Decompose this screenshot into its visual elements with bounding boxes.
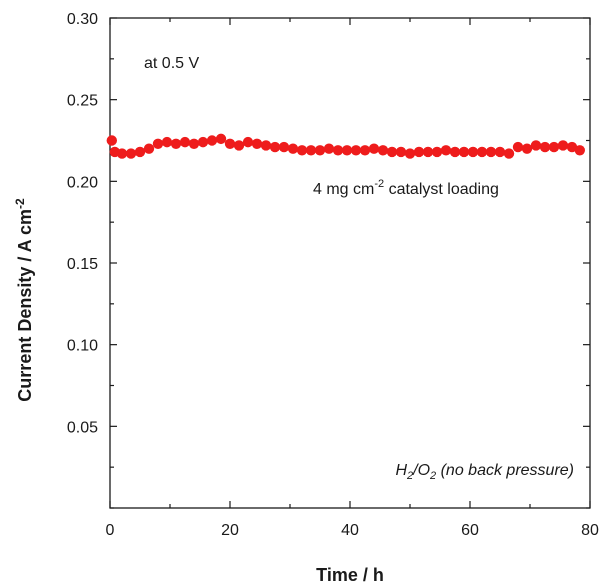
gas-h-subscript: 2	[406, 470, 413, 482]
data-point	[143, 143, 155, 154]
data-point	[512, 141, 524, 153]
y-tick-label: 0.15	[67, 256, 98, 273]
data-point	[134, 146, 146, 158]
gas-condition-suffix: (no back pressure)	[436, 462, 574, 479]
data-point	[350, 145, 362, 156]
loading-annotation-exponent: -2	[374, 178, 384, 190]
data-point	[467, 146, 479, 158]
y-tick-label: 0.20	[67, 174, 98, 191]
data-point	[260, 140, 272, 151]
data-point	[152, 138, 164, 149]
y-tick-label: 0.30	[67, 11, 98, 28]
gas-o-symbol: /O	[412, 462, 430, 479]
data-point	[206, 135, 218, 146]
data-point	[539, 141, 551, 153]
x-axis-title: Time / h	[316, 565, 384, 585]
x-axis-ticks: 0 20 40 60 80	[106, 18, 599, 539]
data-point	[503, 148, 515, 159]
data-point	[377, 145, 389, 156]
data-point	[224, 138, 236, 149]
loading-annotation: 4 mg cm-2 catalyst loading	[313, 178, 499, 198]
data-point	[305, 145, 317, 156]
y-tick-label: 0.10	[67, 338, 98, 355]
data-point	[233, 140, 245, 151]
y-axis-title-exponent: -2	[13, 198, 27, 209]
data-point	[557, 140, 569, 151]
data-point	[431, 146, 443, 158]
data-point	[251, 138, 263, 149]
data-point	[530, 140, 542, 151]
x-tick-label: 20	[221, 522, 239, 539]
y-axis-ticks: 0.05 0.10 0.15 0.20 0.25 0.30	[67, 11, 590, 509]
data-point	[323, 143, 335, 154]
x-tick-label: 40	[341, 522, 359, 539]
loading-annotation-prefix: 4 mg cm	[313, 181, 374, 198]
data-point	[413, 146, 425, 158]
data-point	[476, 146, 488, 158]
gas-h-symbol: H	[395, 462, 407, 479]
x-tick-label: 0	[106, 522, 115, 539]
data-point	[404, 148, 416, 159]
data-point	[242, 136, 254, 148]
data-point	[485, 146, 497, 158]
x-tick-label: 60	[461, 522, 479, 539]
data-point	[215, 133, 227, 145]
data-point	[332, 145, 344, 156]
data-point	[566, 141, 578, 153]
y-tick-label: 0.05	[67, 419, 98, 436]
data-point	[341, 145, 353, 156]
data-point	[395, 146, 407, 158]
data-point	[179, 136, 191, 148]
data-point	[458, 146, 470, 158]
data-point	[170, 138, 182, 149]
data-point	[161, 136, 173, 148]
data-point	[314, 145, 326, 156]
y-axis-title-main: Current Density / A cm	[15, 209, 35, 402]
data-point	[269, 141, 281, 153]
data-point	[116, 148, 128, 159]
y-axis-title: Current Density / A cm-2	[13, 198, 35, 402]
data-point	[521, 143, 533, 154]
data-point	[287, 143, 299, 154]
data-point	[296, 145, 308, 156]
data-point	[449, 146, 461, 158]
plot-border	[109, 17, 591, 509]
data-point	[359, 145, 371, 156]
data-point	[422, 146, 434, 158]
data-point	[368, 143, 380, 154]
data-point	[386, 146, 398, 158]
data-point	[548, 141, 560, 153]
x-tick-label: 80	[581, 522, 599, 539]
y-tick-label: 0.25	[67, 93, 98, 110]
gas-condition-annotation: H2/O2 (no back pressure)	[395, 462, 574, 482]
data-point	[440, 145, 452, 156]
data-point	[188, 138, 200, 149]
voltage-annotation: at 0.5 V	[144, 55, 199, 72]
data-points	[106, 133, 585, 159]
data-point	[494, 146, 506, 158]
loading-annotation-suffix: catalyst loading	[384, 181, 499, 198]
data-point	[278, 141, 290, 153]
data-point	[574, 145, 585, 156]
gas-o-subscript: 2	[429, 470, 436, 482]
plot-frame	[109, 17, 591, 509]
data-point	[125, 148, 137, 159]
data-point	[197, 136, 209, 148]
data-point	[106, 135, 118, 146]
